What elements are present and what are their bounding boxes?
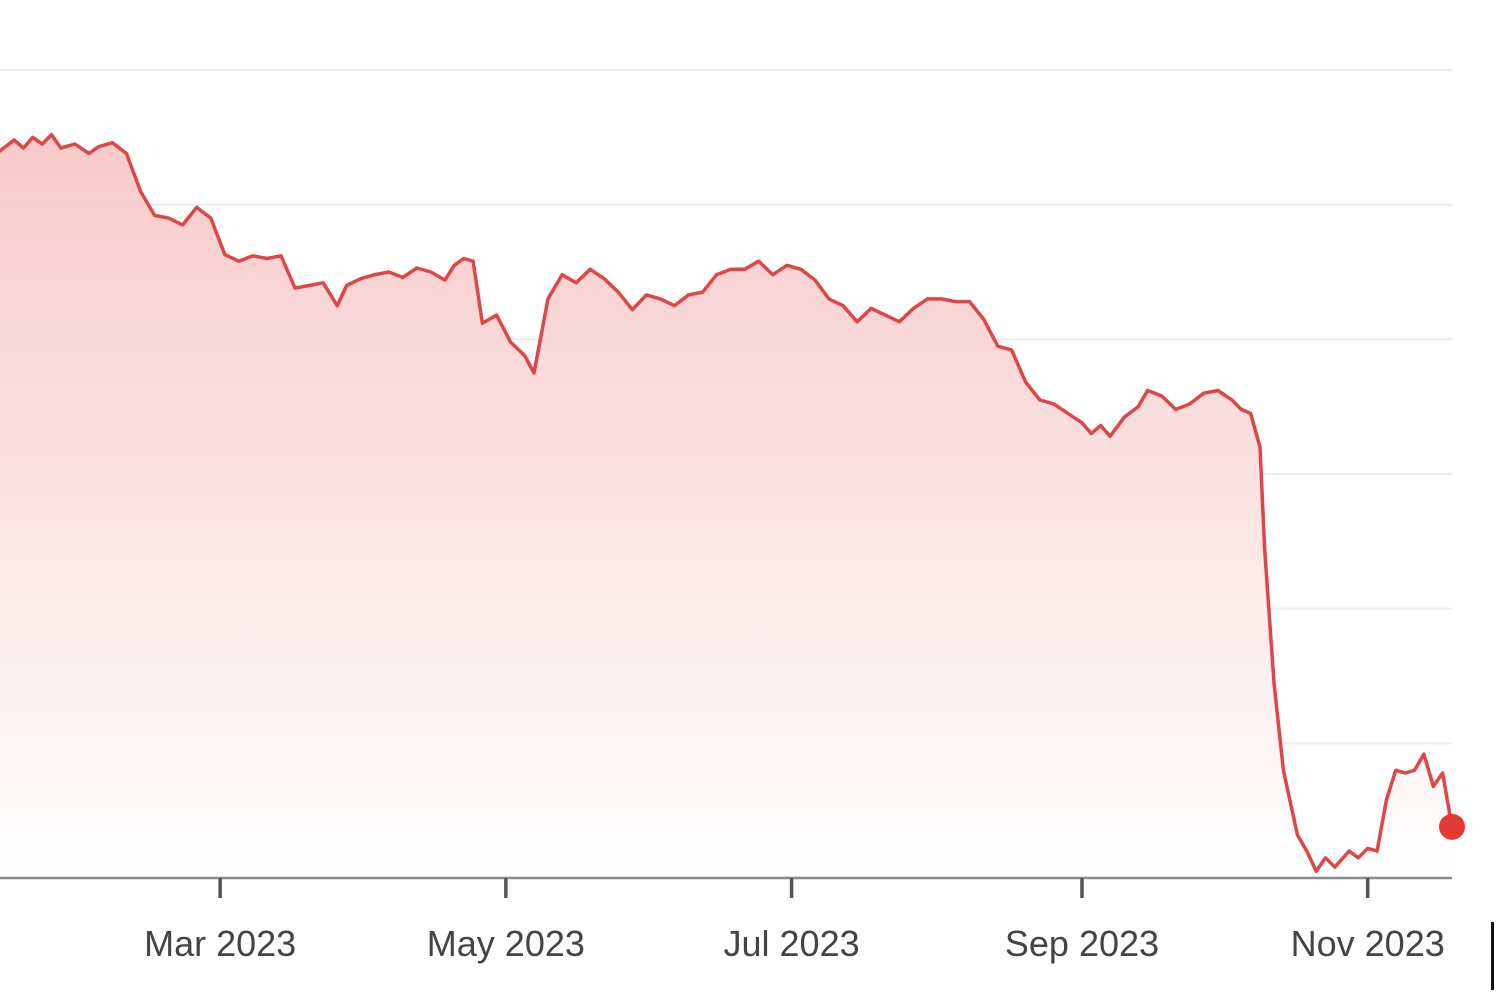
x-tick-label-0: Mar 2023 <box>144 923 296 964</box>
series-area <box>0 134 1452 879</box>
x-tick-label-1: May 2023 <box>427 923 585 964</box>
x-tick-label-3: Sep 2023 <box>1005 923 1159 964</box>
last-point-marker <box>1439 813 1465 840</box>
x-tick-label-2: Jul 2023 <box>724 923 860 964</box>
text-cursor <box>1491 922 1494 990</box>
series-line <box>0 132 1454 874</box>
x-tick-label-4: Nov 2023 <box>1291 923 1445 964</box>
